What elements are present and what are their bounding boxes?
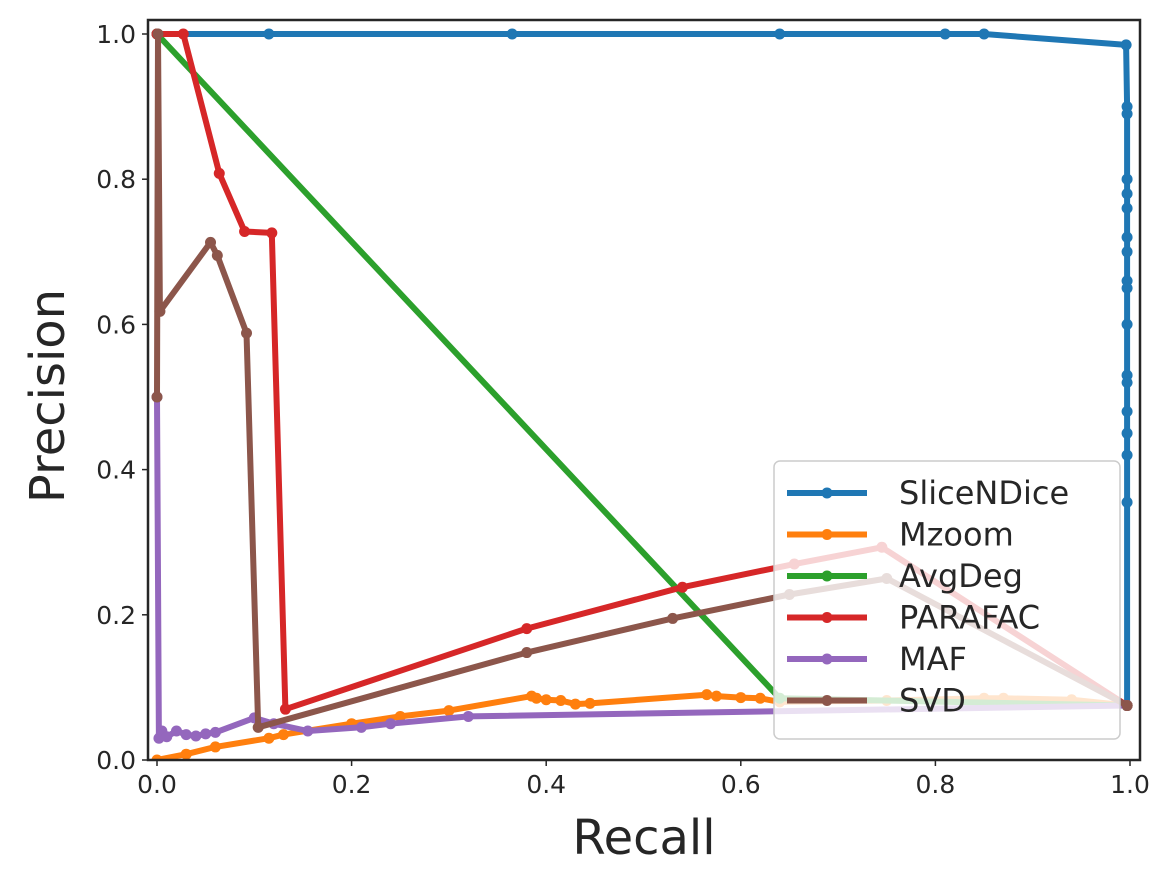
data-point-slicendice xyxy=(1121,173,1133,185)
data-point-slicendice xyxy=(506,28,518,40)
data-point-slicendice xyxy=(1121,496,1133,508)
data-point-slicendice xyxy=(263,28,275,40)
data-point-slicendice xyxy=(1121,318,1133,330)
data-point-maf xyxy=(190,730,202,742)
data-point-mzoom xyxy=(540,694,552,706)
data-point-slicendice xyxy=(774,28,786,40)
plot-frame xyxy=(146,18,1142,762)
y-tick-label: 0.0 xyxy=(96,746,136,775)
y-tick-label: 0.4 xyxy=(96,456,136,485)
data-point-mzoom xyxy=(530,692,542,704)
data-point-parafac xyxy=(676,581,688,593)
data-point-parafac xyxy=(279,703,291,715)
data-point-slicendice xyxy=(1121,108,1133,120)
data-point-mzoom xyxy=(151,754,163,760)
x-axis-ticks: 0.0 0.2 0.4 0.6 0.8 1.0 xyxy=(137,760,1150,799)
data-point-slicendice xyxy=(978,28,990,40)
x-tick-label: 0.8 xyxy=(916,770,956,799)
data-point-maf xyxy=(161,731,173,743)
data-point-slicendice xyxy=(1121,231,1133,243)
legend-marker-maf xyxy=(821,653,833,665)
data-point-mzoom xyxy=(263,732,275,744)
y-tick-label: 0.6 xyxy=(96,310,136,339)
data-point-mzoom xyxy=(754,692,766,704)
data-point-slicendice xyxy=(1121,188,1133,200)
data-point-maf xyxy=(462,710,474,722)
data-point-parafac xyxy=(213,167,225,179)
data-point-maf xyxy=(180,729,192,741)
data-point-slicendice xyxy=(1120,39,1132,51)
y-axis-title: Precision xyxy=(20,289,76,503)
data-point-maf xyxy=(302,725,314,737)
x-tick-label: 0.4 xyxy=(526,770,566,799)
data-point-mzoom xyxy=(710,690,722,702)
data-point-mzoom xyxy=(443,705,455,717)
y-tick-label: 0.2 xyxy=(96,601,136,630)
x-tick-label: 0.0 xyxy=(137,770,177,799)
data-point-maf xyxy=(355,721,367,733)
data-point-parafac xyxy=(239,225,251,237)
data-point-maf xyxy=(385,718,397,730)
legend-label-parafac: PARAFAC xyxy=(899,599,1040,637)
legend-marker-slicendice xyxy=(821,487,833,499)
data-point-mzoom xyxy=(735,692,747,704)
legend-marker-avgdeg xyxy=(821,570,833,582)
y-tick-label: 1.0 xyxy=(96,20,136,49)
y-tick-label: 0.8 xyxy=(96,165,136,194)
legend-box xyxy=(773,460,1121,740)
data-point-svd xyxy=(154,305,166,317)
data-point-slicendice xyxy=(939,28,951,40)
data-point-mzoom xyxy=(180,748,192,760)
legend-marker-mzoom xyxy=(821,529,833,540)
data-point-mzoom xyxy=(569,698,581,710)
x-axis-title: Recall xyxy=(572,810,715,866)
legend-label-mzoom: Mzoom xyxy=(899,516,1014,554)
data-point-slicendice xyxy=(1121,246,1133,258)
data-point-mzoom xyxy=(394,710,406,722)
legend-marker-parafac xyxy=(821,612,833,623)
x-tick-label: 0.6 xyxy=(721,770,761,799)
legend-label-maf: MAF xyxy=(899,640,967,678)
data-point-svd xyxy=(211,249,223,261)
data-point-mzoom xyxy=(277,729,289,741)
y-axis-ticks: 0.0 0.2 0.4 0.6 0.8 1.0 xyxy=(96,20,148,775)
data-point-maf xyxy=(200,728,212,740)
data-point-slicendice xyxy=(1121,376,1133,388)
data-point-parafac xyxy=(266,227,278,239)
data-point-parafac xyxy=(521,623,533,635)
x-tick-label: 1.0 xyxy=(1110,770,1150,799)
data-point-slicendice xyxy=(1121,282,1133,294)
data-point-maf xyxy=(170,725,182,737)
data-point-svd xyxy=(1121,700,1133,712)
legend-label-slicendice: SliceNDice xyxy=(899,474,1069,512)
data-point-slicendice xyxy=(1121,202,1133,214)
data-point-svd xyxy=(241,327,253,339)
data-point-svd xyxy=(252,721,264,733)
data-point-mzoom xyxy=(209,741,221,753)
data-point-svd xyxy=(667,612,679,624)
data-point-slicendice xyxy=(1121,427,1133,439)
data-point-maf xyxy=(209,726,221,738)
data-point-parafac xyxy=(177,28,189,40)
legend-marker-svd xyxy=(821,695,833,706)
data-point-mzoom xyxy=(555,694,567,706)
data-point-slicendice xyxy=(1121,406,1133,418)
data-point-mzoom xyxy=(584,697,596,709)
x-tick-label: 0.2 xyxy=(332,770,372,799)
data-point-svd xyxy=(205,236,217,248)
data-point-mzoom xyxy=(701,689,713,701)
legend-label-avgdeg: AvgDeg xyxy=(899,557,1023,595)
data-point-svd xyxy=(521,647,533,659)
data-point-svd xyxy=(152,28,164,40)
data-point-slicendice xyxy=(1121,449,1133,461)
legend-label-svd: SVD xyxy=(899,682,966,720)
data-point-svd xyxy=(151,391,163,403)
